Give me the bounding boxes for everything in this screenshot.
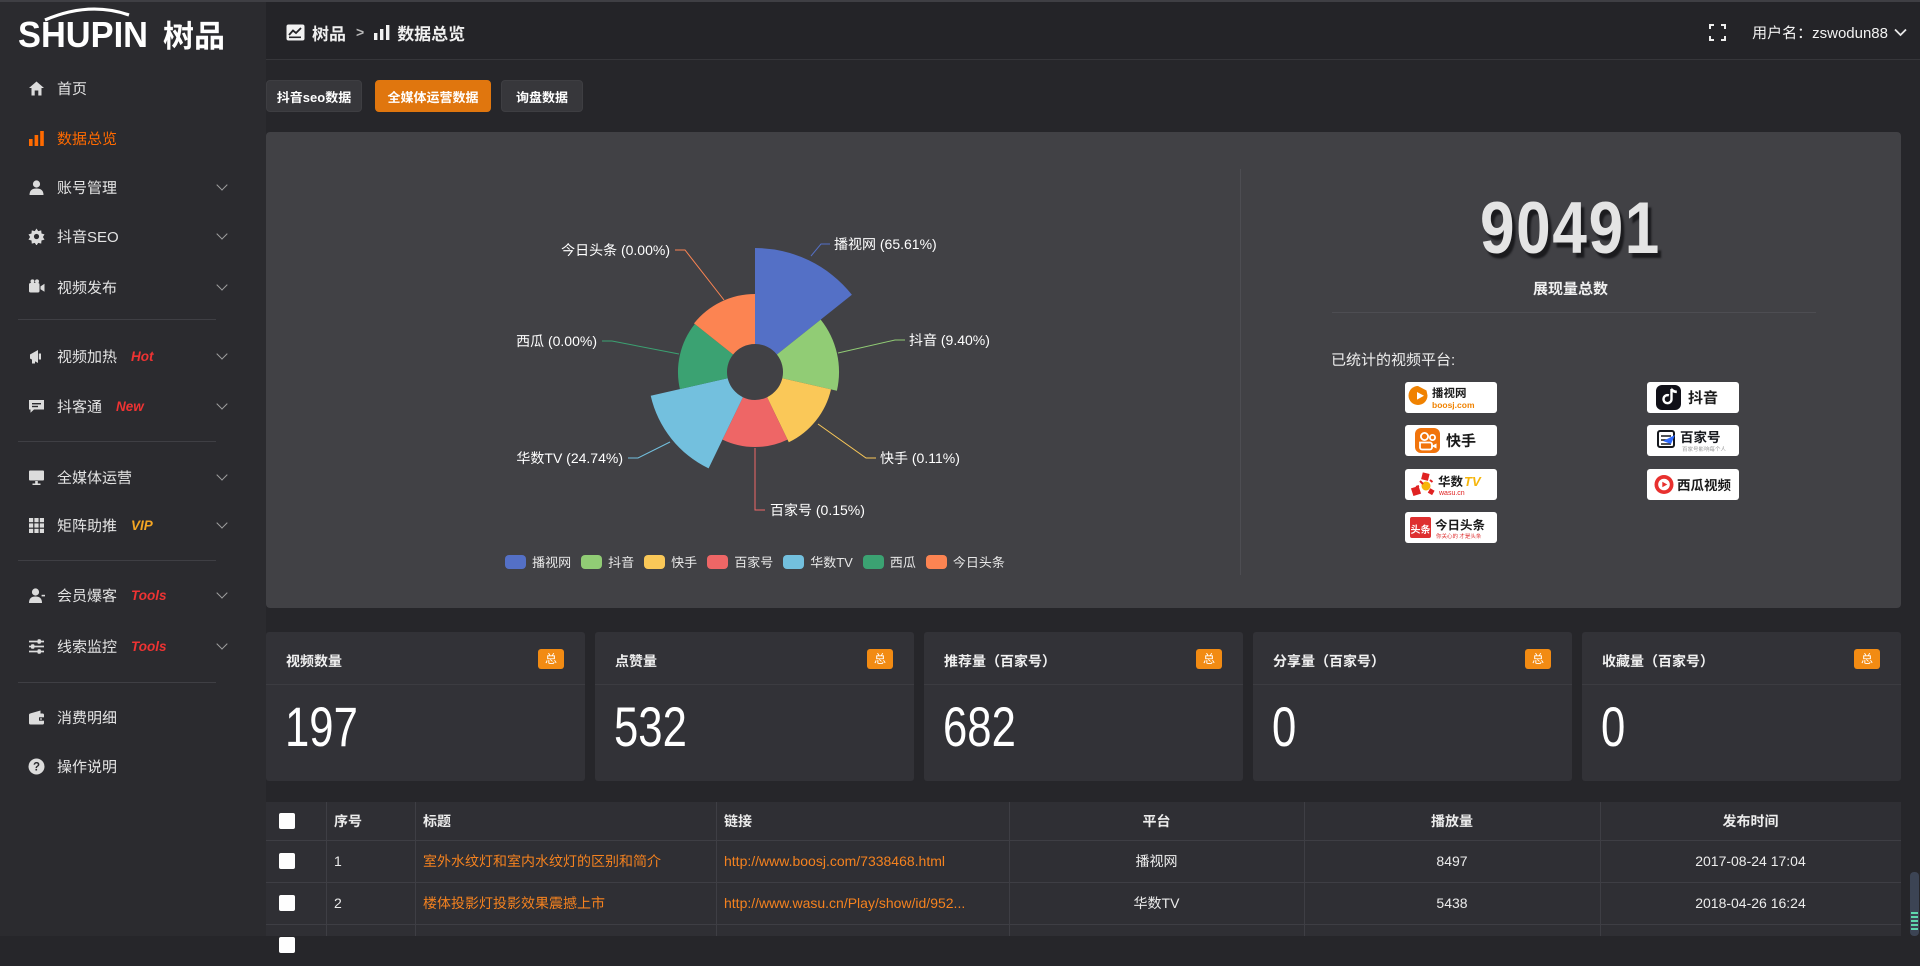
svg-text:华数: 华数 [1438,471,1464,490]
svg-text:播视网: 播视网 [1432,385,1467,401]
svg-text:西瓜视频: 西瓜视频 [1677,474,1731,494]
svg-text:你关心的 才是头条: 你关心的 才是头条 [1436,532,1482,540]
svg-text:播视网 (65.61%): 播视网 (65.61%) [834,236,937,252]
svg-text:华数TV (24.74%): 华数TV (24.74%) [516,450,623,466]
svg-text:西瓜 (0.00%): 西瓜 (0.00%) [516,333,597,349]
svg-text:抖音 (9.40%): 抖音 (9.40%) [909,332,990,348]
svg-text:SHUPIN: SHUPIN [18,14,148,54]
svg-text:百家号: 百家号 [1680,427,1721,446]
svg-text:百家号影响每个人: 百家号影响每个人 [1682,445,1727,453]
svg-text:今日头条 (0.00%): 今日头条 (0.00%) [561,242,670,258]
svg-text:百家号 (0.15%): 百家号 (0.15%) [770,502,865,518]
svg-text:抖音: 抖音 [1688,387,1718,408]
svg-text:树品: 树品 [163,11,225,54]
svg-text:快手: 快手 [1446,430,1476,451]
svg-text:快手 (0.11%): 快手 (0.11%) [880,450,960,466]
svg-text:头条: 头条 [1411,521,1431,536]
svg-text:TV: TV [1464,474,1482,489]
svg-text:wasu.cn: wasu.cn [1438,490,1465,497]
svg-text:今日头条: 今日头条 [1435,515,1486,534]
svg-text:?: ? [33,761,40,773]
svg-text:boosj.com: boosj.com [1432,400,1475,410]
